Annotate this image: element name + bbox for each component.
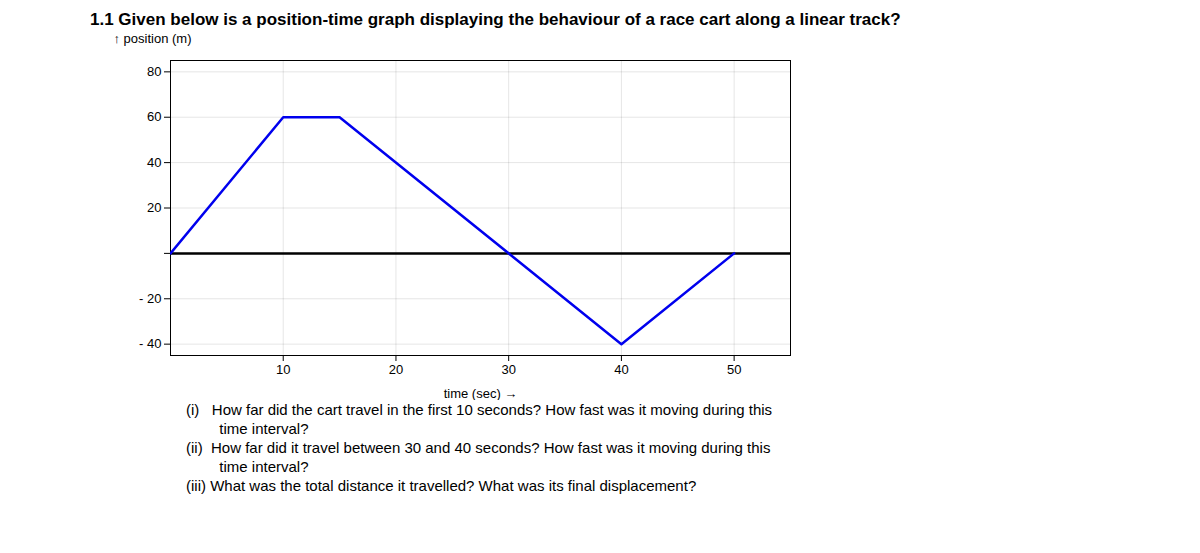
svg-text:20: 20 bbox=[147, 200, 161, 215]
svg-text:30: 30 bbox=[501, 362, 515, 377]
html-text:1.1 Given below is a position-: 1.1 Given below is a position-time graph… bbox=[90, 10, 901, 29]
html-text:(iii) What was the total dista: (iii) What was the total distance it tra… bbox=[186, 477, 697, 494]
svg-text:40: 40 bbox=[147, 155, 161, 170]
html-text:(i) How far did the cart trave: (i) How far did the cart travel in the f… bbox=[186, 401, 773, 418]
svg-text:- 40: - 40 bbox=[139, 336, 161, 351]
svg-text:40: 40 bbox=[614, 362, 628, 377]
html-text:(ii) How far did it travel bet: (ii) How far did it travel between 30 an… bbox=[186, 439, 771, 456]
svg-text:80: 80 bbox=[147, 64, 161, 79]
svg-text:20: 20 bbox=[389, 362, 403, 377]
svg-text:time (sec) →: time (sec) → bbox=[444, 386, 518, 401]
svg-text:50: 50 bbox=[727, 362, 741, 377]
svg-text:10: 10 bbox=[276, 362, 290, 377]
svg-text:- 20: - 20 bbox=[139, 291, 161, 306]
html-text:time interval?: time interval? bbox=[186, 458, 309, 475]
svg-text:60: 60 bbox=[147, 109, 161, 124]
svg-text:↑ position (m): ↑ position (m) bbox=[114, 31, 192, 46]
html-text:time interval?: time interval? bbox=[186, 420, 309, 437]
